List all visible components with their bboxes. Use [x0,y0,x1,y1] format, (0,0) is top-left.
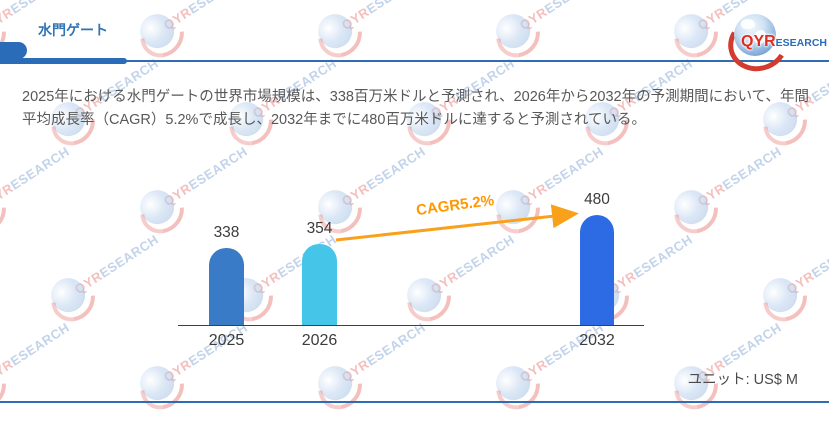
x-tick-label: 2026 [301,332,338,349]
watermark-text: QYRESEARCH [161,0,250,33]
watermark-text-qyr: QYR [516,355,550,385]
qyresearch-watermark: QYRESEARCH [489,0,611,55]
bar-chart: 338 2025 354 2026 480 2032 [178,191,644,350]
header-rule [0,60,829,62]
watermark-text-qyr: QYR [160,3,194,33]
globe-icon [667,183,715,231]
watermark-text: QYRESEARCH [161,319,250,384]
bar-value-label: 338 [213,223,240,241]
bar-group-2025: 338 2025 [209,200,245,350]
watermark-text-esearch: ESEARCH [363,319,428,369]
watermark-text: QYRESEARCH [517,319,606,384]
globe-icon [756,271,804,319]
qyresearch-watermark: QYRESEARCH [0,311,77,407]
watermark-text: QYRESEARCH [339,319,428,384]
bar-2025 [209,247,244,325]
watermark-text-esearch: ESEARCH [808,231,829,281]
watermark-text-esearch: ESEARCH [185,143,250,193]
logo-text: QYRESEARCH [741,33,827,51]
header-accent-tab [0,42,27,59]
watermark-text-qyr: QYR [71,267,105,297]
globe-icon [311,7,359,55]
globe-icon [44,271,92,319]
watermark-text-qyr: QYR [0,179,16,209]
globe-icon [133,183,181,231]
watermark-text: QYRESEARCH [339,143,428,208]
watermark-text: QYRESEARCH [0,319,72,384]
watermark-text-qyr: QYR [338,3,372,33]
watermark-text-qyr: QYR [0,3,16,33]
watermark-text: QYRESEARCH [161,143,250,208]
globe-icon [489,359,537,407]
watermark-text-esearch: ESEARCH [541,143,606,193]
globe-icon [311,359,359,407]
bar-group-2032: 480 2032 [579,191,615,349]
globe-icon [489,7,537,55]
watermark-text-qyr: QYR [694,3,728,33]
watermark-text-qyr: QYR [338,355,372,385]
watermark-text-esearch: ESEARCH [364,0,428,16]
watermark-text: QYRESEARCH [339,0,428,33]
watermark-text: QYRESEARCH [517,0,606,33]
x-tick-label: 2032 [579,332,615,349]
page-title: 水門ゲート [38,22,108,38]
watermark-text: QYRESEARCH [784,231,829,296]
market-summary-text: 2025年における水門ゲートの世界市場規模は、338百万米ドルと予測され、202… [22,89,809,128]
qyresearch-watermark: QYRESEARCH [667,135,789,231]
bar-value-label: 480 [584,190,610,208]
watermark-text-esearch: ESEARCH [96,231,161,281]
bar-2032 [580,214,614,325]
qyresearch-watermark: QYRESEARCH [44,223,166,319]
bar-group-2026: 354 2026 [302,200,338,349]
x-tick-label: 2025 [208,332,245,349]
bar-value-label: 354 [306,219,333,237]
globe-icon [734,14,776,56]
logo-text-qyr: QYR [741,33,776,50]
unit-label: ユニット: US$ M [687,372,798,388]
watermark-text-qyr: QYR [0,355,16,385]
globe-icon [0,359,3,407]
watermark-text-esearch: ESEARCH [7,143,72,193]
watermark-text-qyr: QYR [694,179,728,209]
watermark-text-qyr: QYR [783,267,817,297]
watermark-text-esearch: ESEARCH [186,0,250,16]
watermark-text-esearch: ESEARCH [719,319,784,369]
qyresearch-watermark: QYRESEARCH [133,0,255,55]
watermark-text-esearch: ESEARCH [719,143,784,193]
watermark-text-esearch: ESEARCH [542,0,606,16]
qyresearch-watermark: QYRESEARCH [0,135,77,231]
bar-2026 [302,243,337,325]
watermark-text-esearch: ESEARCH [7,319,72,369]
watermark-text: QYRESEARCH [695,143,784,208]
globe-icon [133,7,181,55]
watermark-text-qyr: QYR [516,3,550,33]
footer-rule [0,401,829,403]
watermark-text: QYRESEARCH [72,231,161,296]
header-accent-bar [0,58,127,64]
globe-icon [667,7,715,55]
logo-text-esearch: ESEARCH [775,37,828,49]
qyresearch-logo: QYRESEARCH [722,10,827,78]
watermark-text-qyr: QYR [160,355,194,385]
qyresearch-watermark: QYRESEARCH [311,0,433,55]
globe-icon [133,359,181,407]
watermark-text-esearch: ESEARCH [8,0,72,16]
qyresearch-watermark: QYRESEARCH [667,311,789,407]
watermark-text: QYRESEARCH [0,143,72,208]
watermark-text-esearch: ESEARCH [363,143,428,193]
globe-icon [0,183,3,231]
qyresearch-watermark: QYRESEARCH [756,223,829,319]
